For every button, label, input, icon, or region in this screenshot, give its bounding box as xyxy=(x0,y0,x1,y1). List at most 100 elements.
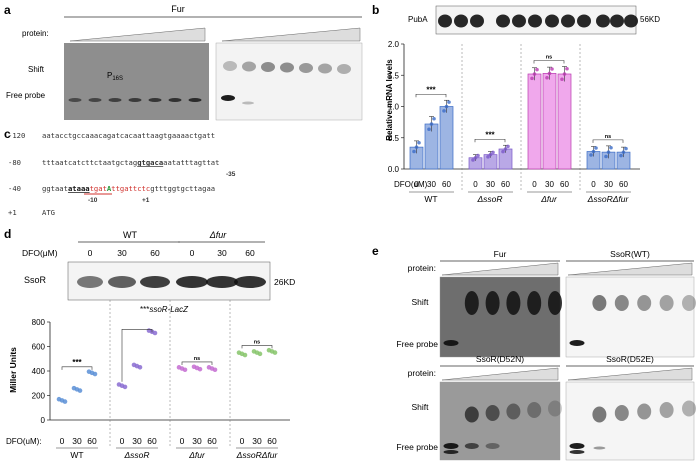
panel-e-free-band xyxy=(569,450,585,454)
seq-box-10: -10 xyxy=(88,197,98,204)
panel-b-ytick-label: 2.0 xyxy=(388,40,400,49)
seq-pos-3: -40 xyxy=(8,184,21,193)
panel-d-dose-xlabel: 30 xyxy=(72,436,82,446)
panel-d-sig-bracket xyxy=(121,329,153,382)
panel-b-point xyxy=(427,127,431,132)
panel-d-xdfo-label: DFO(uM): xyxy=(6,437,42,446)
panel-e-shift-band xyxy=(659,295,674,311)
panel-d-reporter: ***ssoR-LacZ xyxy=(140,305,189,314)
panel-b-point xyxy=(491,150,495,155)
panel-d-point xyxy=(137,365,143,370)
panel-b-dose-label: 0 xyxy=(591,180,596,189)
panel-b-dfo-label: DFO(uM) xyxy=(394,180,428,189)
panel-a: a Fur protein: Shift Free probe P16S xyxy=(4,3,363,121)
panel-b-point xyxy=(589,153,593,157)
panel-b-sig-bracket xyxy=(533,60,565,64)
panel-c-letter: c xyxy=(4,127,11,141)
panel-e-protein-label: protein: xyxy=(408,368,436,378)
panel-d-letter: d xyxy=(4,227,11,241)
panel-d-dose-xlabel: 0 xyxy=(120,436,125,446)
panel-b-point xyxy=(412,149,416,154)
panel-e-shift-band xyxy=(637,295,652,311)
panel-e-shift-band xyxy=(637,403,652,420)
panel-b-blot-band xyxy=(470,14,484,28)
panel-d-blot-band xyxy=(176,276,208,288)
panel-d-ytick-label: 600 xyxy=(32,343,46,352)
panel-b-dose-label: 30 xyxy=(545,180,554,189)
seq-row-3: ggtaatataaatgatAttgattctcgtttggtgcttagaa xyxy=(42,184,215,193)
panel-d-dose-label: 30 xyxy=(117,248,127,258)
panel-a-free-band xyxy=(108,98,122,102)
panel-a-shift-band xyxy=(299,63,313,73)
panel-b-point xyxy=(560,77,564,82)
panel-b-blot-bands xyxy=(438,14,638,28)
panel-a-gel-left xyxy=(64,43,209,120)
panel-e-shift-band xyxy=(464,291,479,315)
seq-row-4: ATG xyxy=(42,208,55,217)
panel-d-point xyxy=(272,350,278,355)
panel-b-point xyxy=(565,66,569,71)
panel-e-free-band xyxy=(464,443,479,449)
panel-d-wt-label: WT xyxy=(123,230,137,240)
panel-b-point xyxy=(488,152,493,157)
panel-d-point xyxy=(182,367,188,373)
panel-e-shift-band xyxy=(506,291,521,315)
panel-b-blot-band xyxy=(577,14,591,28)
panel-d-fur-label: Δfur xyxy=(209,230,228,240)
panel-b-western-label: PubA xyxy=(408,15,428,24)
panel-e-free-band xyxy=(443,340,459,346)
panel-e-free-probe-label: Free probe xyxy=(396,442,438,452)
panel-d-ytick-label: 0 xyxy=(41,416,46,425)
panel-b-point xyxy=(501,149,505,154)
panel-b-point xyxy=(447,100,451,104)
panel-e-shift-label: Shift xyxy=(411,297,429,307)
panel-e-wedge xyxy=(567,367,693,381)
panel-b-sig-bracket xyxy=(592,139,624,143)
panel-b-point xyxy=(545,75,549,80)
panel-d-ytick-label: 400 xyxy=(32,367,46,376)
panel-b-point xyxy=(535,67,539,72)
panel-e-free-band xyxy=(569,443,585,449)
panel-e-wedge xyxy=(441,262,559,276)
panel-b-bar xyxy=(527,73,542,170)
panel-d-dose-xlabel: 30 xyxy=(252,436,262,446)
panel-b-group-label: ΔssoR xyxy=(476,194,502,204)
panel-a-free-band xyxy=(188,98,202,102)
panel-e-shift-label: Shift xyxy=(411,402,429,412)
panel-e-shift-band xyxy=(485,291,500,315)
panel-b-ylabel: Relative mRNA levels xyxy=(385,59,394,141)
panel-b-point xyxy=(503,147,508,151)
panel-b-dose-label: 0 xyxy=(473,180,478,189)
panel-b-point xyxy=(547,71,552,76)
panel-d-dose-xlabel: 0 xyxy=(240,436,245,446)
panel-a-free-band-right xyxy=(221,95,235,101)
panel-d-group-label: Δfur xyxy=(188,450,206,460)
seq-tss: +1 xyxy=(142,197,150,204)
panel-b-point xyxy=(432,116,436,121)
panel-b-dose-label: 60 xyxy=(501,180,510,189)
panel-d-point xyxy=(242,352,248,358)
panel-a-free-band xyxy=(148,98,162,102)
panel-b-blot-band xyxy=(596,14,610,28)
panel-b-point xyxy=(609,145,613,150)
panel-d-point xyxy=(92,371,98,377)
panel-d-group-label: ΔssoRΔfur xyxy=(236,450,279,460)
panel-e-gel-title: SsoR(D52N) xyxy=(476,354,524,364)
panel-b-dose-label: 0 xyxy=(414,180,419,189)
panel-b-ytick-label: 0.5 xyxy=(388,134,400,143)
panel-a-shift-band xyxy=(318,63,332,74)
panel-b-dose-label: 60 xyxy=(560,180,569,189)
panel-e-shift-band xyxy=(682,295,696,311)
panel-a-shift-band xyxy=(280,62,294,73)
panel-b-blot-band xyxy=(454,14,468,28)
panel-b-point xyxy=(442,109,446,113)
panel-a-title: Fur xyxy=(171,4,185,14)
panel-d-dose-xlabel: 60 xyxy=(207,436,217,446)
panel-b-dose-label: 30 xyxy=(604,180,613,189)
panel-e-gel xyxy=(565,381,695,461)
panel-a-free-band xyxy=(168,98,182,102)
panel-b-point xyxy=(444,104,449,109)
panel-b-point xyxy=(624,146,628,151)
panel-b-group-label: ΔssoRΔfur xyxy=(587,194,630,204)
panel-e-shift-band xyxy=(614,295,629,311)
